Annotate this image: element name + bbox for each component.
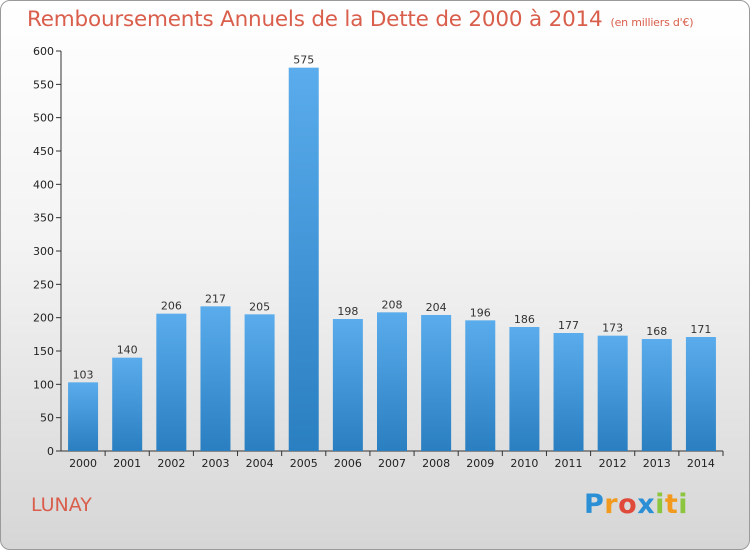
y-tick-label: 250 — [33, 278, 54, 291]
bar-2007 — [377, 312, 407, 451]
proxiti-logo: Proxiti — [584, 489, 688, 520]
value-label: 575 — [293, 54, 314, 67]
bar-2008 — [421, 315, 452, 451]
bars: 103 140 206 217 205 575 198 208 204 196 186 177 173 1… — [68, 54, 716, 452]
bar-2014 — [685, 337, 716, 451]
x-tick-label: 2010 — [510, 457, 538, 470]
logo-letter: i — [678, 489, 689, 520]
value-label: 206 — [161, 300, 182, 313]
y-tick-label: 500 — [33, 112, 54, 125]
x-tick-label: 2002 — [157, 457, 185, 470]
x-tick-label: 2011 — [555, 457, 583, 470]
x-tick-label: 2009 — [466, 457, 494, 470]
bar-2011 — [553, 333, 584, 451]
bar-2010 — [509, 327, 540, 451]
logo-letter: o — [618, 489, 638, 520]
x-tick-label: 2005 — [290, 457, 318, 470]
value-label: 205 — [249, 300, 270, 313]
y-tick-label: 200 — [33, 312, 54, 325]
value-label: 103 — [73, 368, 94, 381]
logo-letter: P — [584, 489, 605, 520]
value-label: 140 — [117, 344, 138, 357]
x-tick-label: 2000 — [69, 457, 97, 470]
y-tick-label: 350 — [33, 212, 54, 225]
logo-letter: x — [637, 489, 656, 520]
logo-letter: i — [655, 489, 665, 520]
value-label: 173 — [602, 322, 623, 335]
value-label: 177 — [558, 319, 579, 332]
bar-2013 — [641, 339, 672, 451]
x-tick-label: 2013 — [643, 457, 671, 470]
x-tick-label: 2004 — [246, 457, 274, 470]
y-tick-label: 150 — [33, 345, 54, 358]
bar-2002 — [156, 313, 187, 451]
x-tick-label: 2012 — [599, 457, 627, 470]
bar-2012 — [597, 335, 628, 451]
y-tick-label: 550 — [33, 78, 54, 91]
bar-2009 — [465, 320, 496, 451]
x-tick-label: 2001 — [113, 457, 141, 470]
logo-letter: t — [664, 489, 679, 520]
value-label: 168 — [646, 325, 667, 338]
x-tick-label: 2003 — [201, 457, 229, 470]
bar-2000 — [68, 382, 99, 451]
value-label: 186 — [514, 313, 535, 326]
commune-name: LUNAY — [31, 494, 92, 516]
bar-2004 — [244, 314, 275, 451]
chart-subtitle: (en milliers d'€) — [610, 16, 694, 29]
bar-2006 — [332, 319, 363, 451]
bar-2003 — [200, 306, 231, 451]
y-tick-label: 0 — [47, 445, 54, 458]
value-label: 208 — [382, 298, 403, 311]
value-label: 198 — [337, 305, 358, 318]
x-tick-label: 2008 — [422, 457, 450, 470]
x-tick-label: 2006 — [334, 457, 362, 470]
bar-2005 — [288, 67, 319, 452]
chart-title: Remboursements Annuels de la Dette de 20… — [27, 7, 694, 32]
y-tick-label: 100 — [33, 378, 54, 391]
value-label: 196 — [470, 306, 491, 319]
value-label: 171 — [690, 323, 711, 336]
y-tick-label: 300 — [33, 245, 54, 258]
x-tick-label: 2007 — [378, 457, 406, 470]
x-tick-label: 2014 — [687, 457, 715, 470]
y-tick-label: 50 — [40, 412, 54, 425]
value-label: 217 — [205, 292, 226, 305]
value-label: 204 — [426, 301, 447, 314]
y-tick-label: 400 — [33, 178, 54, 191]
axes: 0 50 100 150 200 250 300 350 400 450 500 550 600 2000… — [33, 45, 724, 470]
title-text: Remboursements Annuels de la Dette de 20… — [27, 7, 603, 32]
y-tick-label: 450 — [33, 145, 54, 158]
logo-letter: r — [604, 489, 619, 520]
y-tick-label: 600 — [33, 45, 54, 58]
bar-2001 — [112, 357, 143, 451]
